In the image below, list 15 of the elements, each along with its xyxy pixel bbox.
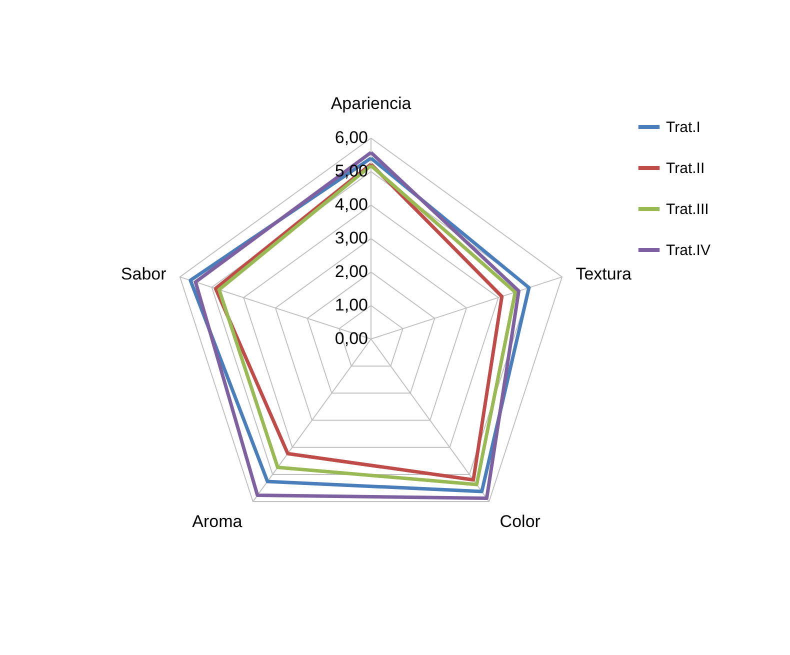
spoke-label: Apariencia	[330, 94, 412, 114]
legend-label: Trat.IV	[666, 242, 710, 259]
legend-label: Trat.I	[666, 119, 700, 136]
legend-label: Trat.III	[666, 201, 709, 218]
spoke-label: Aroma	[192, 512, 243, 532]
spoke-label: Sabor	[120, 264, 167, 284]
y-tick-label: 1,00	[334, 296, 368, 315]
y-tick-label: 6,00	[334, 128, 368, 148]
legend-label: Trat.II	[666, 160, 705, 177]
spoke-label: Color	[500, 512, 541, 532]
spoke-label: Textura	[576, 264, 632, 284]
y-tick-label: 4,00	[334, 195, 368, 214]
y-tick-label: 3,00	[334, 228, 368, 248]
y-tick-label: 2,00	[334, 262, 368, 282]
y-tick-label: 0,00	[334, 329, 368, 348]
